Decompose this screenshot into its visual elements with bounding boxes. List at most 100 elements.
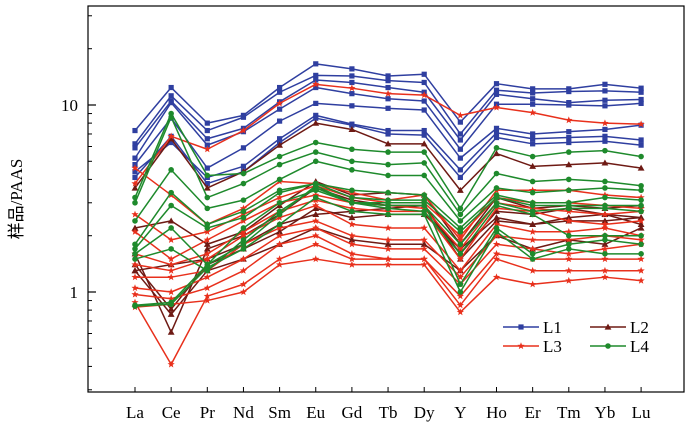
data-point — [529, 153, 536, 160]
data-point — [602, 126, 608, 133]
data-point — [131, 273, 139, 281]
data-point — [276, 221, 283, 228]
data-point — [239, 288, 248, 296]
data-point — [203, 296, 211, 304]
data-point — [168, 114, 174, 121]
x-tick-label: Ce — [162, 403, 181, 422]
data-point — [602, 147, 608, 154]
data-point — [420, 224, 428, 232]
data-point — [384, 224, 392, 232]
data-point — [565, 116, 573, 124]
data-point — [638, 100, 644, 106]
data-point — [493, 125, 500, 131]
data-point — [132, 199, 138, 206]
data-point — [421, 98, 427, 104]
data-point — [492, 273, 501, 281]
data-point — [565, 161, 573, 168]
data-point — [239, 204, 248, 212]
data-point — [637, 276, 645, 284]
x-tick-label: Tm — [557, 403, 581, 422]
data-point — [131, 164, 139, 172]
data-point — [456, 236, 464, 243]
data-point — [132, 169, 138, 175]
data-point — [638, 89, 644, 95]
data-point — [132, 303, 138, 309]
data-point — [312, 149, 319, 155]
data-point — [168, 139, 174, 146]
data-point — [602, 178, 608, 185]
data-point — [638, 142, 644, 148]
data-point — [457, 251, 464, 257]
data-point — [457, 211, 464, 218]
data-point — [421, 199, 428, 206]
data-point — [566, 246, 572, 252]
data-point — [131, 260, 139, 268]
data-point — [312, 255, 320, 263]
data-point — [384, 245, 392, 252]
data-point — [313, 77, 319, 83]
data-point — [276, 161, 283, 168]
data-point — [240, 197, 247, 203]
data-point — [492, 103, 501, 111]
data-point — [240, 214, 247, 221]
data-point — [167, 260, 175, 268]
x-tick-label: La — [126, 403, 144, 422]
data-point — [565, 227, 573, 235]
data-point — [348, 250, 356, 257]
data-point — [167, 305, 175, 312]
group-l1 — [132, 61, 644, 187]
data-point — [349, 91, 355, 97]
data-point — [384, 89, 392, 97]
legend-label: L1 — [543, 318, 562, 337]
axis-layer: La Ce Pr Nd Sm Eu Gd Tb Dy Y Ho Er Tm Yb Lu 1 10 — [61, 15, 651, 422]
data-point — [493, 217, 500, 224]
data-point — [349, 194, 355, 201]
data-point — [493, 185, 500, 191]
x-tick-label: Yb — [595, 403, 616, 422]
data-point — [565, 276, 573, 284]
data-point — [602, 88, 608, 94]
data-point — [457, 281, 464, 288]
legend-label: L3 — [543, 337, 562, 356]
data-point — [638, 241, 644, 248]
data-point — [168, 93, 174, 99]
data-point — [203, 236, 211, 243]
data-point — [313, 100, 319, 106]
data-point — [457, 241, 464, 248]
data-point — [312, 204, 320, 211]
data-point — [349, 79, 355, 86]
data-point — [601, 224, 609, 232]
data-point — [602, 133, 608, 139]
data-point — [638, 182, 644, 189]
data-point — [565, 266, 573, 274]
data-point — [638, 232, 644, 239]
data-point — [457, 137, 463, 143]
data-point — [493, 150, 500, 157]
data-point — [312, 191, 320, 199]
data-point — [313, 72, 319, 78]
data-point — [348, 255, 356, 263]
data-point — [566, 205, 572, 212]
series-layer — [131, 61, 645, 368]
data-point — [420, 236, 428, 243]
data-point — [421, 211, 428, 218]
data-point — [566, 134, 572, 141]
data-point — [275, 213, 284, 221]
x-tick-label: Sm — [268, 403, 291, 422]
data-point — [132, 246, 138, 252]
data-point — [131, 184, 139, 191]
data-point — [168, 99, 174, 106]
data-point — [239, 231, 248, 239]
data-point — [312, 201, 320, 209]
data-point — [348, 240, 356, 248]
data-point — [276, 189, 283, 196]
data-point — [602, 81, 608, 87]
data-point — [240, 114, 247, 120]
data-point — [167, 310, 175, 317]
data-point — [456, 266, 464, 274]
data-point — [637, 224, 645, 231]
data-point — [240, 180, 247, 187]
data-point — [529, 245, 537, 252]
data-point — [204, 165, 210, 171]
